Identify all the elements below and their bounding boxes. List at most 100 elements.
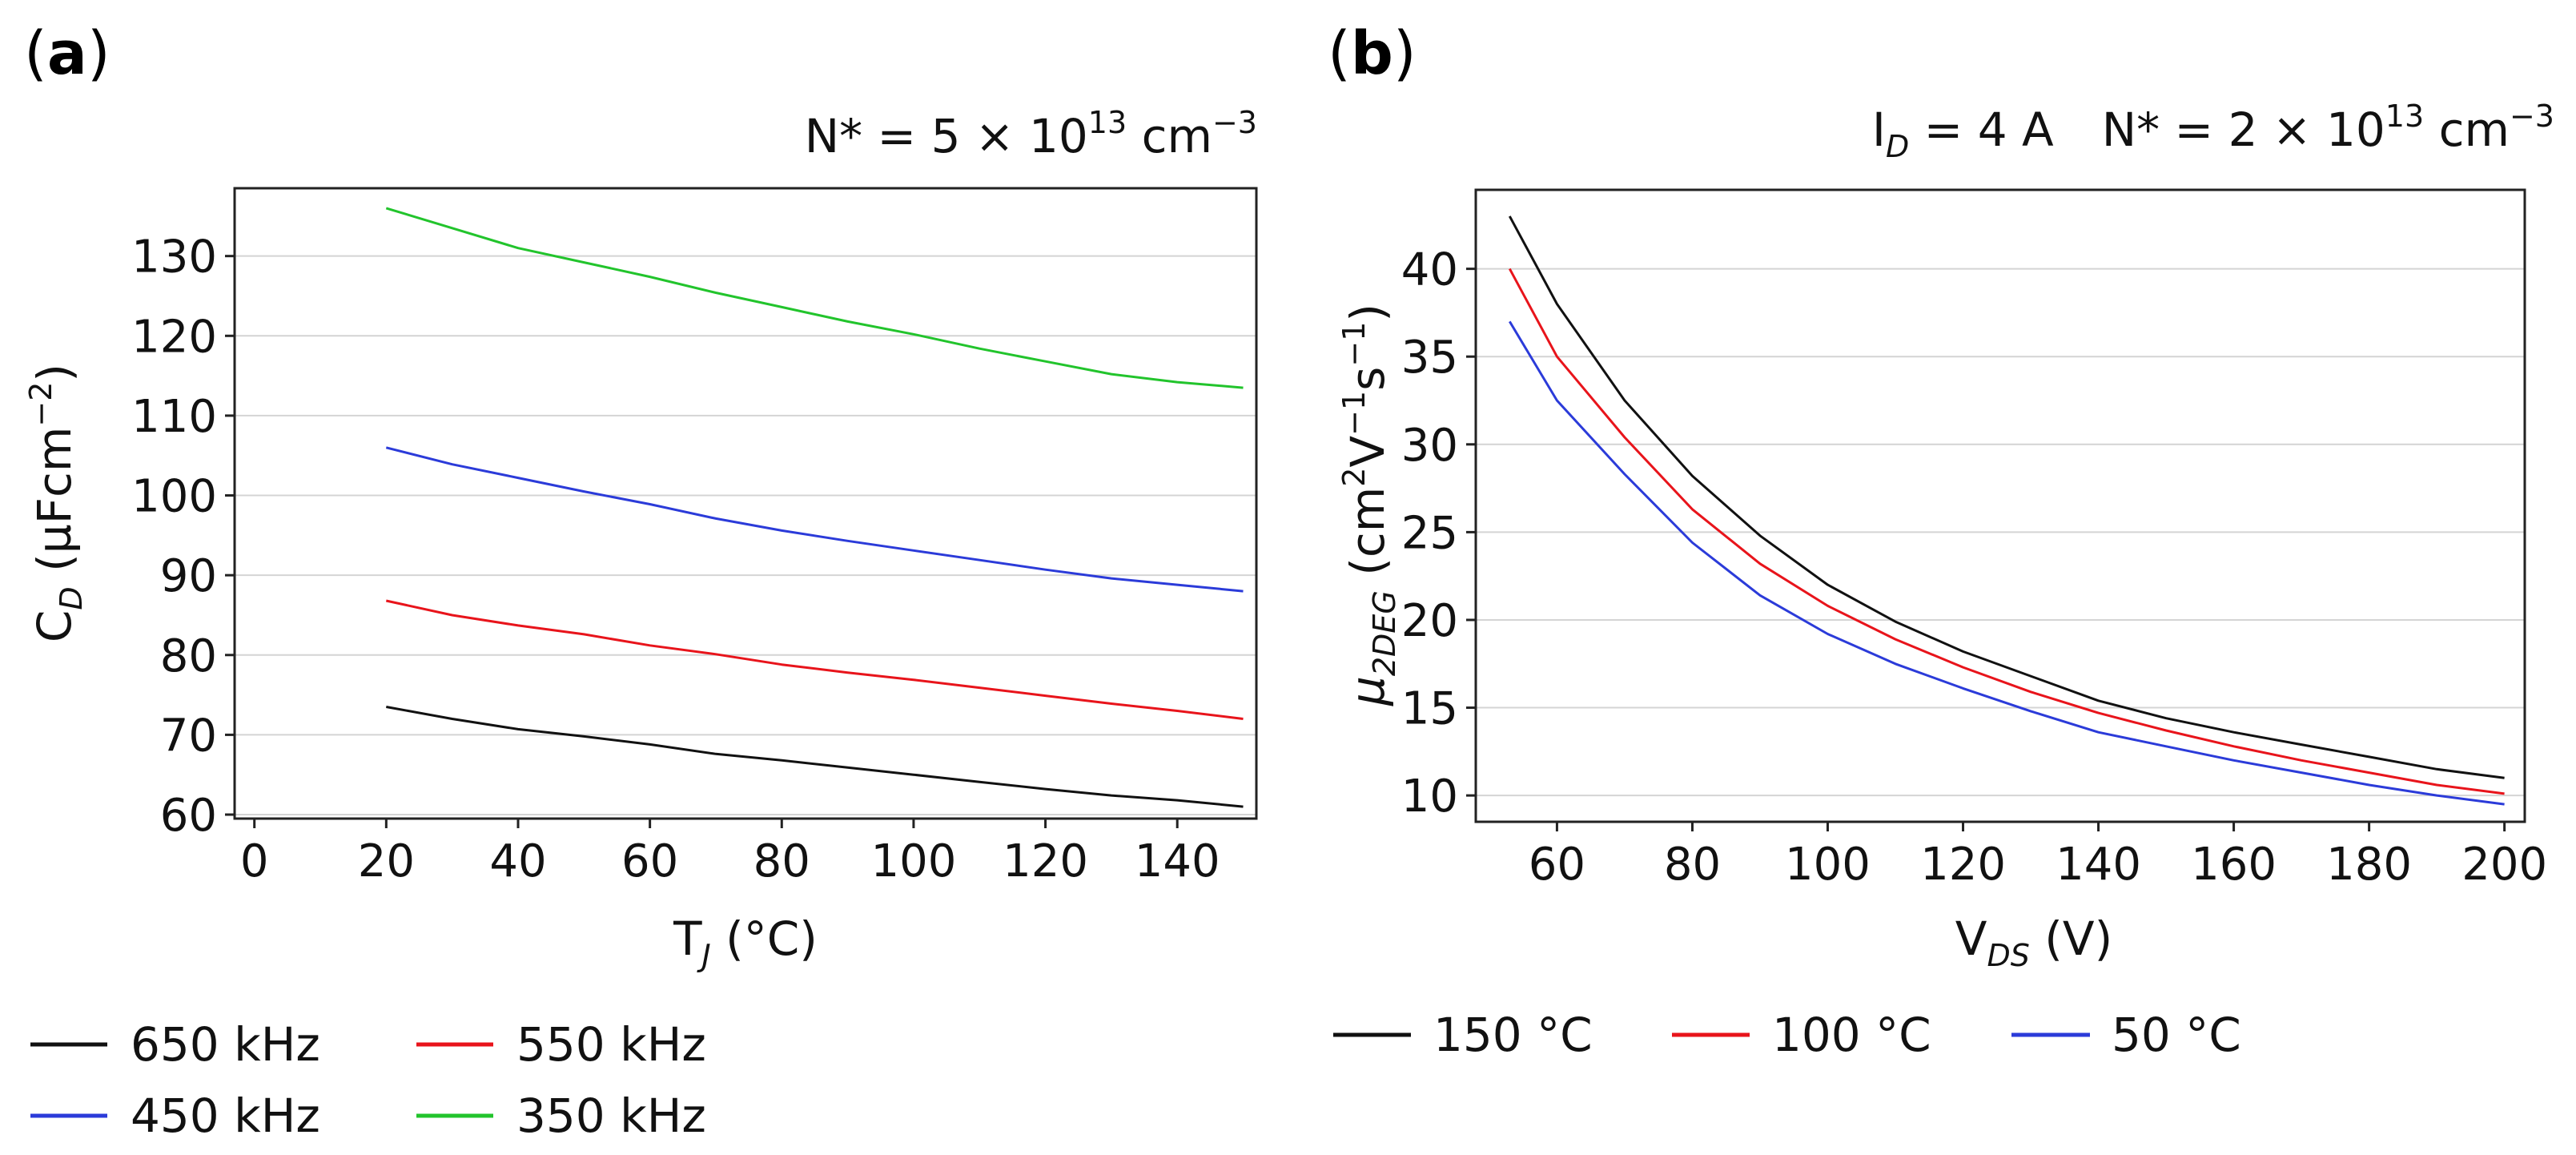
panel-a-ylabel-main: C [27,610,82,643]
y-tick-label-a-100: 100 [131,471,217,523]
panel-b-paren-close: ) [1393,19,1417,88]
panel-a-y-ticks: 60 70 80 90 100 110 120 130 [131,231,235,842]
panel-b-cond-unit: cm [2424,103,2510,157]
series-line-b-150-c [1508,215,2505,779]
panel-a-ylabel-sub: D [54,586,89,610]
y-tick-label-b-25: 25 [1401,507,1458,559]
panel-a-cond-unit: cm [1127,109,1212,163]
panel-b-ylabel-mid: V [1340,436,1395,468]
legend-label-100c: 100 °C [1772,1008,1931,1062]
x-tick-label-a-40: 40 [489,835,546,887]
x-tick-label-b-80: 80 [1664,839,1721,891]
panel-a: (a) N* = 5 × 1013 cm−3 0 20 40 60 80 100 120 14… [23,19,1258,1143]
legend-label-350khz: 350 kHz [516,1089,706,1143]
panel-a-paren-open: ( [24,19,47,88]
panel-b-ylabel-rest: (cm [1340,487,1395,590]
x-tick-label-b-200: 200 [2461,839,2547,891]
panel-b-y-ticks: 10 15 20 25 30 35 40 [1401,244,1476,823]
panel-b-ylabel-exp2: −1 [1336,391,1372,436]
panel-b: (b) ID = 4 A N* = 2 × 1013 cm−3 60 80 100 12… [1328,19,2554,1062]
series-line-a-450-khz [385,446,1244,593]
y-tick-label-b-30: 30 [1401,420,1458,472]
x-tick-label-a-0: 0 [240,835,269,887]
y-tick-label-b-35: 35 [1401,332,1458,384]
x-tick-label-b-180: 180 [2326,839,2412,891]
panel-a-condition: N* = 5 × 1013 cm−3 [805,105,1257,163]
panel-b-y-label: μ2DEG (cm2V−1s−1) [1336,304,1402,706]
panel-a-gridlines [235,255,1256,816]
y-tick-label-a-80: 80 [160,630,217,682]
panel-b-cond-id-sub: D [1886,129,1909,164]
x-tick-label-b-160: 160 [2191,839,2277,891]
panel-b-letter: (b) [1328,19,1417,88]
panel-b-xlabel-rest: (V) [2030,912,2112,966]
y-tick-label-a-130: 130 [131,231,217,284]
x-tick-label-b-140: 140 [2056,839,2141,891]
panel-a-ylabel-rest: (µFcm [27,427,82,587]
y-tick-label-b-20: 20 [1401,595,1458,647]
panel-b-ylabel-mid2: s [1340,367,1395,391]
panel-a-plot-frame [233,187,1258,820]
panel-b-ylabel-sub: 2DEG [1367,590,1402,676]
panel-a-xlabel-rest: (°C) [711,912,818,966]
panel-b-ylabel-exp3: −1 [1336,322,1372,367]
series-line-a-350-khz [385,207,1244,389]
y-tick-label-b-40: 40 [1401,244,1458,296]
panel-a-legend: 650 kHz 550 kHz 450 kHz 350 kHz [30,1017,706,1143]
panel-a-ylabel-close: ) [27,364,82,382]
y-tick-label-b-15: 15 [1401,683,1458,735]
series-line-b-100-c [1508,268,2505,795]
panel-b-cond-unit-exp: −3 [2510,99,2554,134]
panel-b-paren-open: ( [1328,19,1351,88]
x-tick-label-a-100: 100 [870,835,956,887]
panel-a-label: a [47,19,87,88]
series-line-b-50-c [1509,320,2505,806]
panel-b-legend: 150 °C 100 °C 50 °C [1333,1008,2241,1062]
x-tick-label-a-60: 60 [621,835,678,887]
x-tick-label-a-80: 80 [754,835,810,887]
panel-a-letter: (a) [24,19,111,88]
x-tick-label-b-120: 120 [1920,839,2006,891]
panel-b-x-ticks: 60 80 100 120 140 160 180 200 [1529,822,2547,891]
legend-label-50c: 50 °C [2112,1008,2241,1062]
x-tick-label-b-100: 100 [1785,839,1871,891]
panel-b-cond-exp: 13 [2385,99,2424,134]
y-tick-label-a-70: 70 [160,710,217,762]
panel-a-xlabel-main: T [673,912,702,966]
panel-a-x-label: TJ (°C) [673,912,818,973]
panel-b-xlabel-sub: DS [1987,938,2029,973]
legend-label-150c: 150 °C [1433,1008,1593,1062]
panel-a-series [385,207,1244,808]
y-tick-label-a-110: 110 [131,391,217,443]
panel-a-x-ticks: 0 20 40 60 80 100 120 140 [240,819,1220,887]
panel-b-series [1508,215,2505,806]
panel-b-cond-id-rest: = 4 A [1909,103,2054,157]
panel-a-paren-close: ) [87,19,111,88]
panel-b-label: b [1351,19,1393,88]
panel-b-cond-lhs: N* = 2 × 10 [2102,103,2385,157]
legend-label-450khz: 450 kHz [131,1089,320,1143]
legend-label-650khz: 650 kHz [131,1017,320,1072]
series-line-a-550-khz [385,599,1244,720]
panel-a-cond-unit-exp: −3 [1212,105,1257,140]
panel-a-cond-exp: 13 [1088,105,1127,140]
legend-label-550khz: 550 kHz [516,1017,706,1072]
y-tick-label-a-90: 90 [160,550,217,602]
panel-b-x-label: VDS (V) [1955,912,2112,973]
x-tick-label-a-140: 140 [1135,835,1220,887]
panel-b-cond-id-main: I [1872,103,1886,157]
panel-b-plot-frame [1474,188,2526,823]
panel-a-y-label: CD (µFcm−2) [23,364,89,642]
panel-b-xlabel-main: V [1955,912,1987,966]
panel-b-ylabel-exp1: 2 [1336,468,1372,487]
series-line-a-650-khz [386,706,1244,808]
y-tick-label-a-60: 60 [160,790,217,842]
x-tick-label-a-120: 120 [1003,835,1088,887]
panel-a-cond-lhs: N* = 5 × 10 [805,109,1088,163]
x-tick-label-a-20: 20 [358,835,415,887]
y-tick-label-b-10: 10 [1401,771,1458,823]
panel-b-ylabel-main: μ [1340,676,1395,706]
panel-b-ylabel-close: ) [1340,304,1395,322]
panel-a-ylabel-exp: −2 [23,382,58,427]
